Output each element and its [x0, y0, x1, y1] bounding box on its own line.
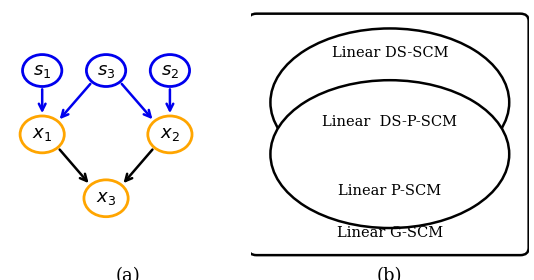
- Text: $s_3$: $s_3$: [97, 62, 115, 80]
- Ellipse shape: [20, 116, 64, 153]
- Text: Linear P-SCM: Linear P-SCM: [338, 184, 442, 198]
- Text: (b): (b): [377, 267, 403, 280]
- Ellipse shape: [87, 55, 125, 87]
- Ellipse shape: [150, 55, 190, 87]
- Text: Linear G-SCM: Linear G-SCM: [337, 226, 443, 240]
- Text: Linear DS-SCM: Linear DS-SCM: [332, 46, 448, 60]
- Ellipse shape: [84, 180, 128, 217]
- Text: $x_3$: $x_3$: [96, 189, 116, 207]
- Ellipse shape: [22, 55, 62, 87]
- Text: $s_1$: $s_1$: [33, 62, 51, 80]
- FancyBboxPatch shape: [248, 14, 529, 255]
- Text: $s_2$: $s_2$: [161, 62, 179, 80]
- Ellipse shape: [148, 116, 192, 153]
- Text: Linear  DS-P-SCM: Linear DS-P-SCM: [323, 115, 457, 129]
- Ellipse shape: [270, 80, 509, 228]
- Ellipse shape: [270, 29, 509, 176]
- Text: (a): (a): [116, 267, 140, 280]
- Text: $x_2$: $x_2$: [160, 125, 180, 143]
- Text: $x_1$: $x_1$: [32, 125, 52, 143]
